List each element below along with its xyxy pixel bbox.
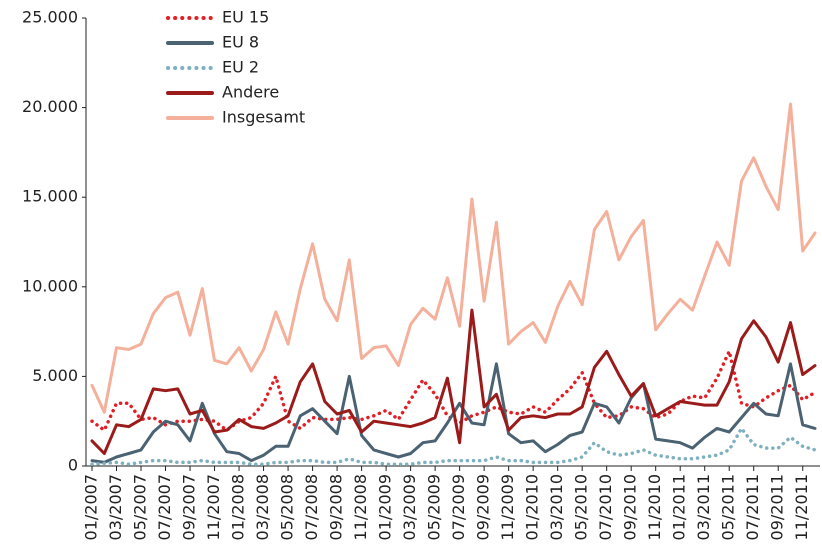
x-tick-label: 07/2008 bbox=[302, 474, 321, 540]
x-tick-label: 03/2009 bbox=[400, 474, 419, 540]
x-tick-label: 11/2008 bbox=[351, 474, 370, 540]
x-tick-label: 01/2011 bbox=[670, 474, 689, 540]
x-tick-label: 09/2008 bbox=[327, 474, 346, 540]
y-tick-label: 25.000 bbox=[22, 8, 78, 27]
x-tick-label: 01/2010 bbox=[523, 474, 542, 540]
x-tick-label: 11/2009 bbox=[498, 474, 517, 540]
x-tick-label: 11/2010 bbox=[645, 474, 664, 540]
series-line bbox=[90, 349, 817, 432]
x-tick-label: 11/2007 bbox=[204, 474, 223, 540]
x-tick-label: 05/2007 bbox=[131, 474, 150, 540]
y-tick-label: 15.000 bbox=[22, 187, 78, 206]
x-tick-label: 05/2008 bbox=[278, 474, 297, 540]
series-line bbox=[90, 308, 817, 455]
x-tick-label: 07/2010 bbox=[596, 474, 615, 540]
x-tick-label: 03/2007 bbox=[106, 474, 125, 540]
legend-label: Andere bbox=[222, 83, 279, 102]
x-tick-label: 09/2010 bbox=[621, 474, 640, 540]
x-tick-label: 09/2007 bbox=[180, 474, 199, 540]
series-line bbox=[90, 102, 817, 414]
x-tick-label: 07/2009 bbox=[449, 474, 468, 540]
y-tick-label: 10.000 bbox=[22, 276, 78, 295]
y-tick-label: 20.000 bbox=[22, 97, 78, 116]
legend-label: EU 8 bbox=[222, 33, 259, 52]
x-tick-label: 03/2010 bbox=[547, 474, 566, 540]
x-tick-label: 01/2008 bbox=[229, 474, 248, 540]
legend-label: EU 15 bbox=[222, 8, 269, 27]
x-tick-label: 09/2011 bbox=[768, 474, 787, 540]
series-line bbox=[90, 426, 817, 466]
x-tick-label: 05/2009 bbox=[425, 474, 444, 540]
x-tick-label: 07/2007 bbox=[155, 474, 174, 540]
x-tick-label: 03/2011 bbox=[694, 474, 713, 540]
y-tick-label: 0 bbox=[68, 456, 78, 475]
x-tick-label: 01/2007 bbox=[82, 474, 101, 540]
x-tick-label: 01/2009 bbox=[376, 474, 395, 540]
legend-label: EU 2 bbox=[222, 58, 259, 77]
x-tick-label: 07/2011 bbox=[743, 474, 762, 540]
x-tick-label: 05/2011 bbox=[719, 474, 738, 540]
x-tick-label: 11/2011 bbox=[792, 474, 811, 540]
x-tick-label: 03/2008 bbox=[253, 474, 272, 540]
x-tick-label: 09/2009 bbox=[474, 474, 493, 540]
x-tick-label: 05/2010 bbox=[572, 474, 591, 540]
legend-label: Insgesamt bbox=[222, 108, 305, 127]
y-tick-label: 5.000 bbox=[32, 366, 78, 385]
